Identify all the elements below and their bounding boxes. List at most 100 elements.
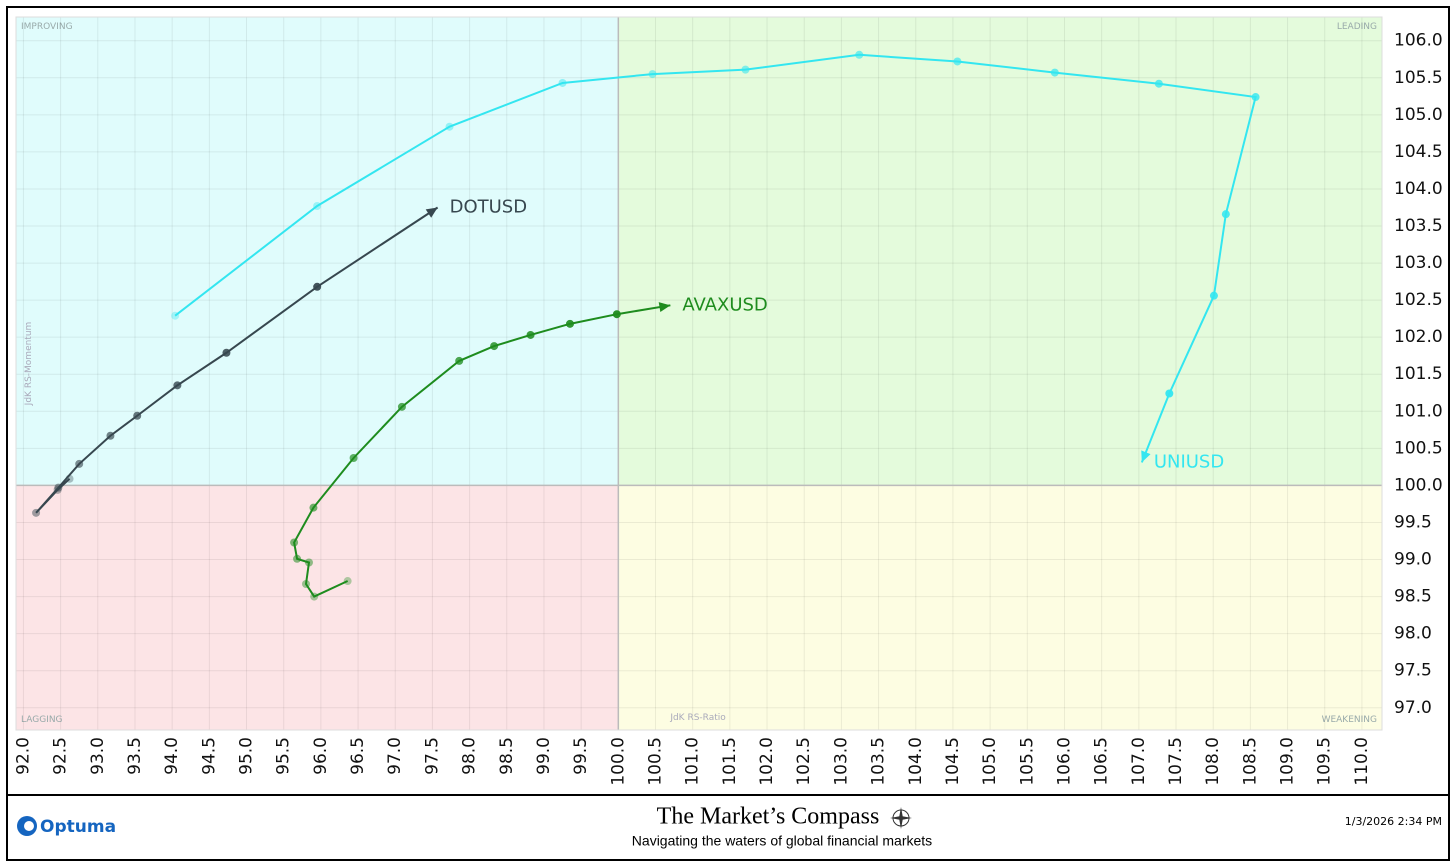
x-tick-label: 104.5: [943, 737, 963, 786]
quadrant-label: LAGGING: [21, 715, 63, 725]
quadrant-label: IMPROVING: [21, 22, 73, 32]
y-tick-label: 106.0: [1394, 31, 1443, 51]
y-tick-label: 105.5: [1394, 68, 1443, 88]
y-tick-label: 102.5: [1394, 290, 1443, 310]
footer-subtitle: Navigating the waters of global financia…: [632, 833, 932, 849]
x-tick-label: 109.0: [1278, 737, 1298, 786]
x-tick-label: 106.0: [1054, 737, 1074, 786]
x-tick-label: 100.0: [608, 737, 628, 786]
point: [309, 503, 318, 512]
plot-border: [15, 16, 1383, 731]
y-tick-label: 101.5: [1394, 364, 1443, 384]
x-tick-label: 95.5: [274, 737, 294, 775]
x-tick-label: 103.5: [869, 737, 889, 786]
point: [612, 310, 621, 319]
y-axis-label: JdK RS-Momentum: [24, 322, 34, 407]
x-tick-label: 109.5: [1315, 737, 1335, 786]
y-tick-label: 103.0: [1394, 253, 1443, 273]
y-tick-label: 98.5: [1394, 587, 1432, 607]
arrowhead: [425, 207, 438, 218]
y-tick-label: 102.0: [1394, 327, 1443, 347]
x-tick-label: 102.0: [757, 737, 777, 786]
point: [1209, 291, 1218, 300]
series-label: DOTUSD: [450, 196, 527, 217]
y-tick-label: 99.5: [1394, 512, 1432, 532]
point: [222, 348, 231, 357]
point: [293, 554, 302, 563]
footer-title: The Market’s Compass: [657, 804, 880, 830]
point: [133, 411, 142, 420]
point: [648, 70, 657, 79]
point: [558, 78, 567, 87]
point: [173, 381, 182, 390]
x-tick-label: 99.0: [534, 737, 554, 775]
point: [343, 577, 352, 586]
x-tick-label: 98.5: [497, 737, 517, 775]
x-tick-label: 101.0: [683, 737, 703, 786]
point: [1050, 68, 1059, 77]
point: [397, 402, 406, 411]
x-tick-label: 101.5: [720, 737, 740, 786]
x-tick-label: 110.0: [1352, 737, 1372, 786]
point: [526, 330, 535, 339]
y-tick-label: 99.0: [1394, 550, 1432, 570]
quadrant: [16, 17, 619, 486]
point: [349, 453, 358, 462]
point: [290, 538, 299, 547]
y-tick-label: 100.0: [1394, 475, 1443, 495]
y-tick-label: 103.5: [1394, 216, 1443, 236]
brand: Optuma: [40, 817, 116, 837]
quadrant: [16, 485, 619, 730]
x-tick-label: 105.5: [1017, 737, 1037, 786]
x-tick-label: 107.0: [1129, 737, 1149, 786]
x-tick-label: 93.5: [125, 737, 145, 775]
y-tick-label: 105.0: [1394, 105, 1443, 125]
point: [741, 65, 750, 74]
x-tick-label: 93.0: [88, 737, 108, 775]
arrowhead: [658, 302, 671, 313]
y-tick-label: 101.0: [1394, 401, 1443, 421]
x-tick-label: 97.5: [422, 737, 442, 775]
x-tick-label: 100.5: [645, 737, 665, 786]
point: [171, 311, 180, 320]
point: [490, 342, 499, 351]
point: [75, 459, 84, 468]
arrowhead: [1141, 450, 1151, 463]
x-tick-label: 96.5: [348, 737, 368, 775]
x-tick-label: 103.0: [831, 737, 851, 786]
quadrant: [618, 17, 1382, 486]
brand-logo: [24, 821, 34, 831]
x-tick-label: 104.0: [906, 737, 926, 786]
x-tick-label: 94.0: [162, 737, 182, 775]
quadrant-label: LEADING: [1337, 22, 1377, 32]
x-tick-label: 94.5: [199, 737, 219, 775]
timestamp: 1/3/2026 2:34 PM: [1345, 815, 1442, 828]
y-tick-label: 97.5: [1394, 661, 1432, 681]
x-tick-label: 98.0: [460, 737, 480, 775]
quadrant: [618, 485, 1382, 730]
point: [32, 508, 41, 517]
point: [855, 50, 864, 59]
quadrant-label: WEAKENING: [1322, 715, 1377, 725]
point: [106, 431, 115, 440]
x-tick-label: 97.0: [385, 737, 405, 775]
x-tick-label: 102.5: [794, 737, 814, 786]
point: [310, 592, 319, 601]
x-tick-label: 108.5: [1240, 737, 1260, 786]
point: [313, 201, 322, 210]
point: [302, 579, 311, 588]
compass-icon: [890, 807, 912, 829]
x-tick-label: 99.5: [571, 737, 591, 775]
point: [565, 319, 574, 328]
x-tick-label: 107.5: [1166, 737, 1186, 786]
point: [54, 483, 63, 492]
x-tick-label: 105.0: [980, 737, 1000, 786]
point: [1165, 389, 1174, 398]
y-tick-label: 100.5: [1394, 438, 1443, 458]
y-tick-label: 98.0: [1394, 624, 1432, 644]
point: [65, 474, 74, 483]
x-tick-label: 95.0: [237, 737, 257, 775]
point: [1154, 79, 1163, 88]
y-tick-label: 104.5: [1394, 142, 1443, 162]
